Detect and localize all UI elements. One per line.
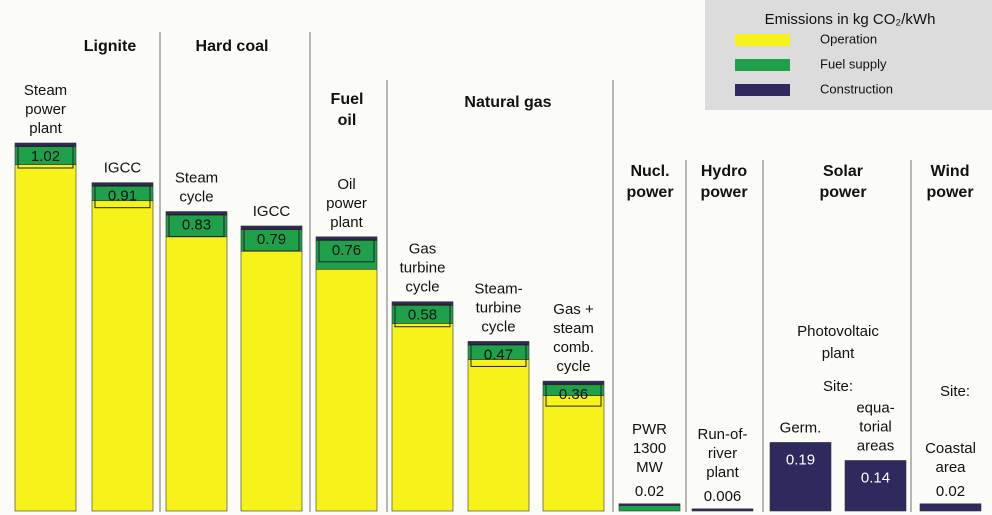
bar-segment	[391, 323, 454, 512]
group-header: Nucl. power	[626, 163, 673, 201]
bar-segment	[691, 508, 754, 512]
bar-label: Gas turbine cycle	[400, 241, 446, 296]
value-label-box	[545, 383, 602, 407]
bar-label: Steam cycle	[175, 170, 218, 206]
bar-segment	[618, 503, 681, 506]
bar-segment	[165, 211, 228, 216]
legend-label: Construction	[820, 81, 893, 96]
bar-segment	[315, 236, 378, 241]
value-label: 0.76	[332, 242, 361, 259]
bar-segment	[91, 182, 154, 187]
group-header: Hydro power	[700, 163, 747, 201]
bar-segment	[467, 359, 530, 512]
value-label-box	[318, 239, 375, 263]
value-label: 0.79	[257, 231, 286, 248]
value-label-box	[17, 145, 74, 169]
value-label: 0.19	[786, 451, 815, 468]
annotation: Photovoltaic plant	[797, 323, 879, 362]
bar-label: equa-torial areas	[856, 399, 894, 454]
legend-title: Emissions in kg CO₂/kWh	[765, 11, 936, 28]
bar-segment	[919, 503, 982, 512]
legend-swatch	[735, 84, 790, 96]
bar-segment	[315, 268, 378, 512]
value-label: 1.02	[31, 148, 60, 165]
bar-label: Germ.	[780, 419, 822, 436]
group-header: Fuel oil	[331, 91, 364, 129]
value-label-box	[243, 228, 300, 252]
value-label-box	[94, 185, 151, 209]
annotation: Site:	[940, 383, 970, 400]
value-label-box	[394, 304, 451, 328]
legend-label: Fuel supply	[820, 56, 887, 71]
value-label: 0.83	[182, 217, 211, 234]
bar-label: Steam power plant	[24, 82, 67, 137]
value-label: 0.58	[408, 307, 437, 324]
group-header: Lignite	[84, 38, 137, 55]
legend-label: Operation	[820, 31, 877, 46]
value-label: 0.02	[936, 483, 965, 500]
value-label: 0.006	[704, 488, 742, 505]
legend-swatch	[735, 59, 790, 71]
bar-segment	[14, 164, 77, 512]
legend-swatch	[735, 34, 790, 46]
value-label-box	[470, 343, 527, 367]
dividers	[159, 32, 912, 512]
group-header: Natural gas	[464, 94, 551, 111]
bar-label: Run-of-river plant	[697, 426, 747, 481]
bar-segment	[769, 442, 832, 512]
group-header: Wind power	[926, 163, 973, 201]
bar-label: IGCC	[104, 160, 142, 177]
value-label-box	[168, 214, 225, 238]
bar-segment	[165, 236, 228, 512]
bar-segment	[240, 250, 303, 512]
bar-segment	[542, 395, 605, 512]
value-label: 0.47	[484, 346, 513, 363]
bar-label: Coastal area	[925, 440, 976, 476]
bar-label: Steam-turbine cycle	[474, 280, 522, 335]
bar-segment	[467, 341, 530, 346]
bar-label: IGCC	[253, 203, 291, 220]
bar-segment	[91, 200, 154, 512]
bar-label: Gas + steam comb. cycle	[553, 301, 594, 375]
group-header: Solar power	[819, 163, 866, 201]
bar-label: Oil power plant	[326, 176, 367, 231]
bar-segment	[14, 142, 77, 147]
value-label: 0.36	[559, 386, 588, 403]
value-label: 0.14	[861, 469, 890, 486]
bar-segment	[618, 505, 681, 512]
bar-segment	[844, 460, 907, 512]
annotation: Site:	[823, 378, 853, 395]
bar-segment	[240, 225, 303, 230]
value-label: 0.02	[635, 483, 664, 500]
bar-segment	[391, 301, 454, 306]
bar-segment	[542, 380, 605, 386]
value-label: 0.91	[108, 188, 137, 205]
group-header: Hard coal	[196, 38, 269, 55]
bar-label: PWR 1300 MW	[632, 421, 667, 476]
